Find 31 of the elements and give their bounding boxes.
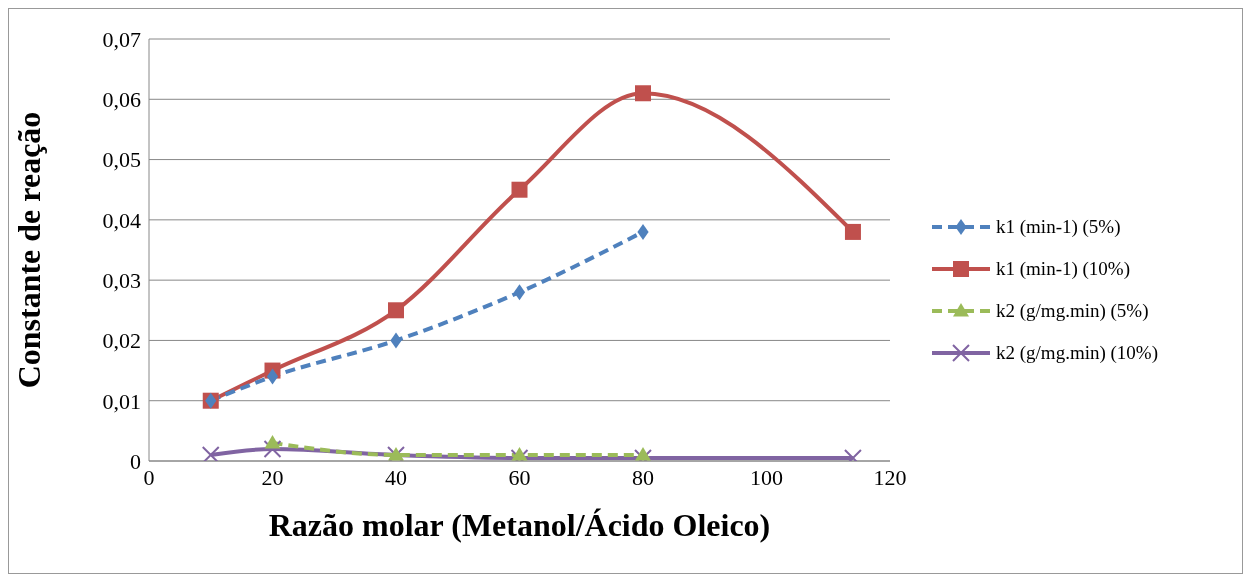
x-tick-label: 100 xyxy=(750,464,783,490)
y-tick-label: 0,06 xyxy=(102,87,141,113)
x-tick-label: 20 xyxy=(261,464,284,490)
point xyxy=(266,368,279,385)
y-tick-label: 0 xyxy=(130,448,141,474)
y-tick-label: 0,02 xyxy=(102,328,141,354)
y-tick-label: 0,03 xyxy=(102,267,141,293)
point xyxy=(637,223,649,240)
point xyxy=(388,302,404,319)
point xyxy=(263,439,282,458)
point xyxy=(390,332,402,349)
legend-label: k2 (g/mg.min) (5%) xyxy=(996,300,1149,322)
y-axis-title: Constante de reação xyxy=(11,111,48,389)
x-tick-label: 80 xyxy=(632,464,654,490)
point xyxy=(513,284,526,301)
y-tick-label: 0,04 xyxy=(102,207,141,233)
point xyxy=(201,445,220,461)
point xyxy=(264,434,281,449)
x-tick-label: 60 xyxy=(508,464,531,490)
y-tick-label: 0,07 xyxy=(102,26,141,52)
point xyxy=(511,181,528,198)
x-axis-title: Razão molar (Metanol/Ácido Oleico) xyxy=(268,507,771,543)
y-tick-label: 0,01 xyxy=(102,388,141,414)
x-tick-label: 40 xyxy=(385,464,407,490)
y-tick-label: 0,05 xyxy=(102,147,141,173)
point xyxy=(844,223,861,240)
legend-label: k1 (min-1) (5%) xyxy=(996,216,1121,238)
point xyxy=(635,85,651,102)
legend-label: k1 (min-1) (10%) xyxy=(996,258,1131,280)
legend-label: k2 (g/mg.min) (10%) xyxy=(996,342,1159,364)
x-tick-label: 120 xyxy=(873,464,907,490)
